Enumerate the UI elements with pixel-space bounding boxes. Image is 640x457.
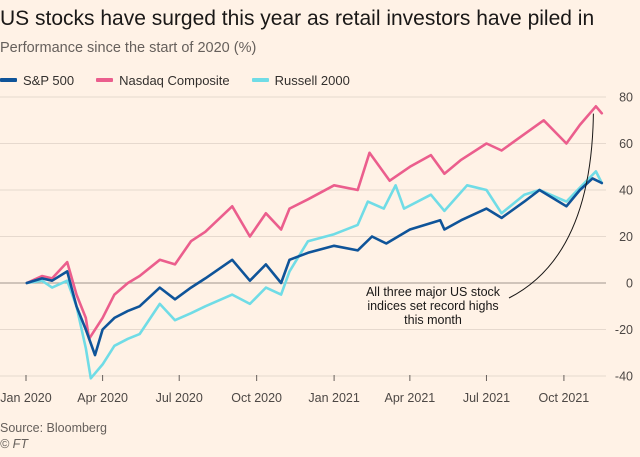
legend-swatch-nasdaq [96,78,114,82]
chart-title: US stocks have surged this year as retai… [0,7,595,30]
legend-swatch-sp500 [0,78,17,82]
chart-subtitle: Performance since the start of 2020 (%) [0,40,257,56]
x-tick-label: Jan 2021 [308,391,359,405]
annotation-text: this month [404,313,462,327]
legend-item-russell: Russell 2000 [251,72,350,88]
x-tick-label: Apr 2020 [77,391,128,405]
y-tick-label: 80 [619,91,633,105]
annotation-leader-line [508,113,594,299]
x-tick-label: Jul 2020 [156,391,203,405]
line-russell [25,170,604,380]
chart-legend: S&P 500 Nasdaq Composite Russell 2000 [0,69,372,91]
annotation-text: indices set record highs [367,299,498,313]
legend-swatch-russell [251,78,269,82]
x-tick-label: Oct 2021 [539,391,590,405]
y-tick-label: 60 [619,137,633,151]
x-tick-label: Oct 2020 [231,391,282,405]
y-tick-label: 20 [619,230,633,244]
legend-label-russell: Russell 2000 [274,72,350,88]
ft-brand: © FT [0,437,28,451]
y-tick-label: 40 [619,184,633,198]
legend-item-nasdaq: Nasdaq Composite [96,73,230,88]
x-tick-label: Jan 2020 [0,391,51,405]
line-sp500 [25,177,604,357]
legend-item-sp500: S&P 500 [0,73,74,88]
annotation-text: All three major US stock [366,285,501,299]
legend-label-sp500: S&P 500 [23,72,75,88]
legend-label-nasdaq: Nasdaq Composite [119,72,230,88]
x-tick-label: Apr 2021 [384,391,435,405]
y-tick-label: 0 [626,277,633,291]
source-note: Source: Bloomberg [0,421,108,435]
line-nasdaq [25,105,604,341]
y-tick-label: -20 [615,323,633,337]
x-tick-label: Jul 2021 [463,391,510,405]
y-tick-label: -40 [615,370,633,384]
